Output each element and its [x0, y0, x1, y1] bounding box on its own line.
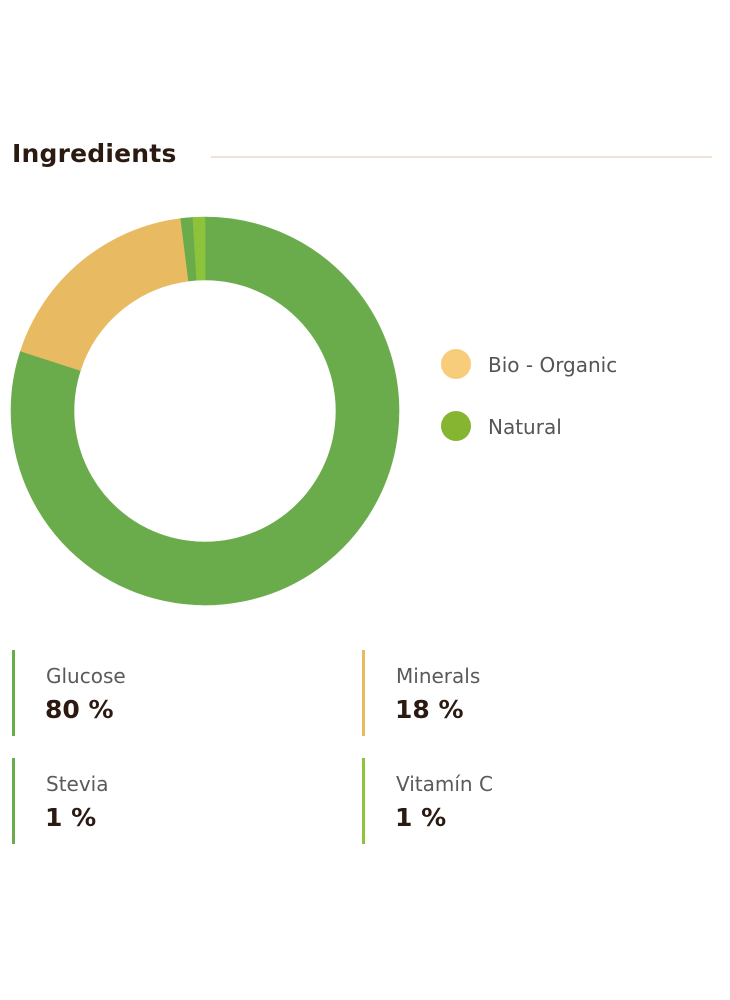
donut-chart-svg: [10, 216, 400, 606]
stat-value-glucose: 80 %: [45, 695, 114, 724]
section-header: Ingredients: [12, 136, 712, 176]
stat-accent-bar: [362, 650, 365, 736]
stat-accent-bar: [362, 758, 365, 844]
stat-stevia: Stevia 1 %: [12, 758, 312, 844]
stat-vitamin-c: Vitamín C 1 %: [362, 758, 662, 844]
stat-name-glucose: Glucose: [46, 664, 126, 688]
stat-name-vitamin-c: Vitamín C: [396, 772, 493, 796]
section-title: Ingredients: [12, 139, 177, 168]
stat-value-vitamin-c: 1 %: [395, 803, 447, 832]
stat-minerals: Minerals 18 %: [362, 650, 662, 736]
legend-label-natural: Natural: [488, 415, 562, 439]
legend-item-bio-organic: Bio - Organic: [440, 348, 720, 380]
header-divider: [211, 156, 712, 158]
chart-legend: Bio - Organic Natural: [440, 348, 720, 472]
stat-name-minerals: Minerals: [396, 664, 481, 688]
stat-glucose: Glucose 80 %: [12, 650, 312, 736]
donut-slice-glucose: [10, 216, 400, 606]
legend-label-bio-organic: Bio - Organic: [488, 353, 618, 377]
donut-slice-minerals: [20, 218, 189, 371]
legend-item-natural: Natural: [440, 410, 720, 442]
stat-value-minerals: 18 %: [395, 695, 464, 724]
ingredient-stats: Glucose 80 % Minerals 18 % Stevia 1 % Vi…: [0, 650, 730, 850]
donut-chart: [0, 200, 420, 620]
donut-slice-vitam-n-c: [192, 216, 206, 281]
legend-swatch-bio-organic: [441, 349, 471, 379]
legend-swatch-natural: [441, 411, 471, 441]
stat-accent-bar: [12, 758, 15, 844]
stat-name-stevia: Stevia: [46, 772, 109, 796]
stat-accent-bar: [12, 650, 15, 736]
stat-value-stevia: 1 %: [45, 803, 97, 832]
